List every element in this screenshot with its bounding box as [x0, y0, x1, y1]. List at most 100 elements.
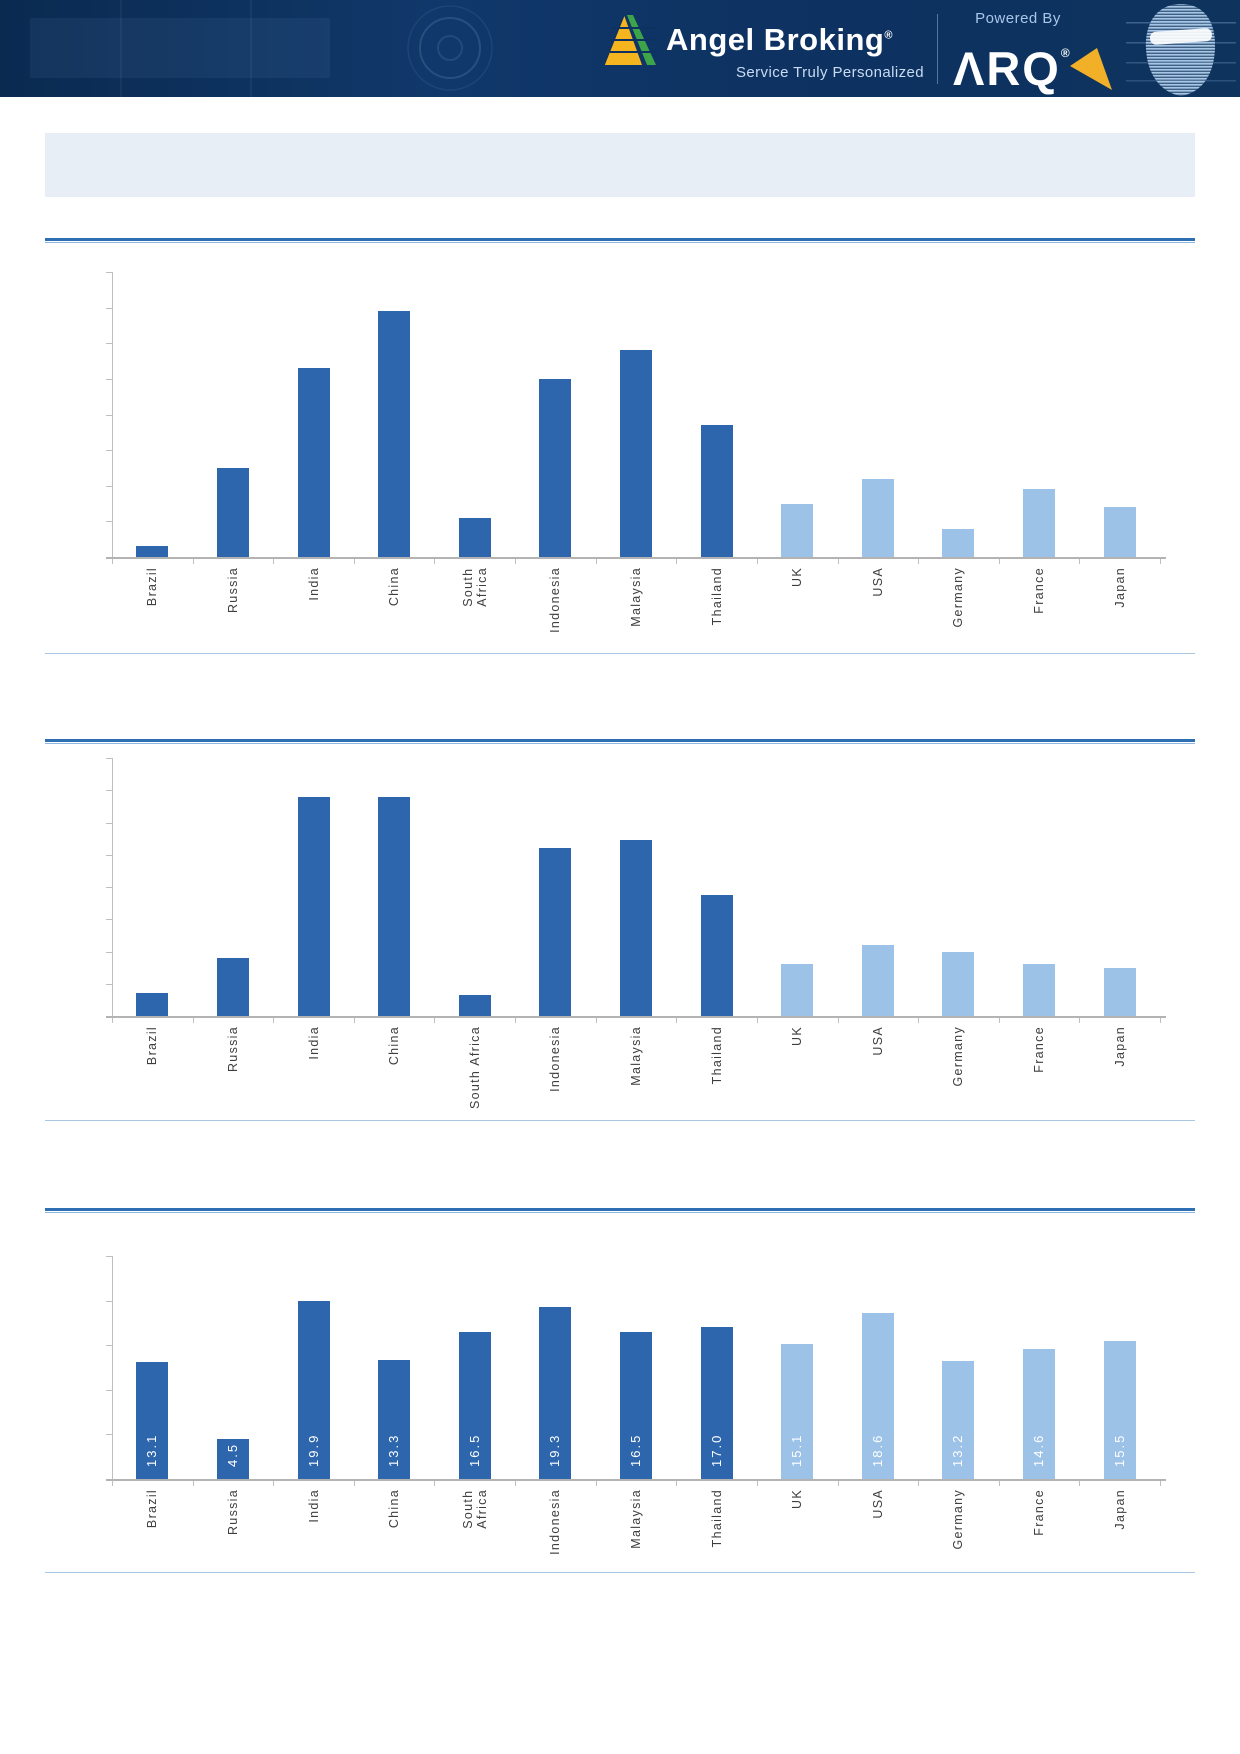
bar-value-label: 13.3 — [386, 1433, 402, 1467]
category-label: USA — [870, 567, 885, 597]
x-axis-tick — [515, 559, 517, 564]
category-label: Thailand — [709, 1026, 724, 1085]
y-axis-tick — [106, 1256, 112, 1257]
section-bottom-rule — [45, 1572, 1195, 1573]
bar-south-africa — [458, 1331, 491, 1479]
x-axis-tick — [434, 1018, 436, 1023]
category-label: Malaysia — [629, 567, 643, 627]
section-top-rule — [45, 238, 1195, 243]
circuit-pattern-icon — [407, 5, 493, 91]
category-label: India — [306, 1026, 321, 1060]
category-label: Russia — [225, 1489, 240, 1536]
category-label: UK — [790, 1489, 805, 1509]
registered-mark: ® — [884, 29, 893, 42]
x-axis-tick — [918, 1018, 920, 1023]
powered-by-label: Powered By — [975, 10, 1061, 27]
bar-indonesia — [539, 378, 572, 557]
x-axis-tick — [998, 1481, 1000, 1486]
y-axis-tick — [106, 378, 112, 380]
category-label: Germany — [951, 1026, 966, 1087]
bar-value-label: 14.6 — [1031, 1433, 1047, 1467]
section-top-rule — [45, 739, 1195, 744]
bar-brazil — [136, 546, 169, 557]
bar-india — [297, 796, 330, 1016]
category-label: Russia — [225, 1026, 240, 1073]
x-axis-tick — [595, 559, 597, 564]
bar-malaysia — [620, 840, 652, 1016]
x-axis-tick — [676, 559, 678, 564]
bar-china — [378, 311, 411, 557]
header-banner: Angel Broking® Service Truly Personalize… — [0, 0, 1240, 97]
bar-thailand — [700, 1327, 733, 1479]
header-pattern — [120, 0, 122, 97]
bar-value-label: 17.0 — [708, 1433, 724, 1467]
hologram-head-icon — [1126, 4, 1236, 96]
bar-china — [378, 1360, 411, 1479]
x-axis-tick — [353, 1481, 355, 1486]
y-axis-tick — [106, 822, 112, 824]
x-axis-tick — [112, 559, 113, 564]
y-axis — [112, 272, 113, 557]
x-axis-tick — [1160, 1481, 1161, 1486]
bar-brazil — [136, 1362, 169, 1479]
y-axis-tick — [106, 450, 112, 452]
category-label: Japan — [1112, 1489, 1127, 1530]
bar-value-label: 15.1 — [789, 1433, 805, 1467]
bar-value-label: 13.1 — [144, 1433, 160, 1467]
category-label: Indonesia — [548, 1026, 563, 1092]
x-axis-tick — [515, 1018, 517, 1023]
x-axis-tick — [595, 1018, 597, 1023]
bar-south-africa — [458, 995, 491, 1016]
x-axis-tick — [1160, 1018, 1161, 1023]
category-label: Brazil — [145, 1026, 160, 1066]
category-label: Malaysia — [629, 1489, 643, 1549]
bar-japan — [1103, 1340, 1136, 1479]
bar-germany — [942, 1361, 975, 1479]
bar-malaysia — [620, 1331, 652, 1479]
category-label: USA — [870, 1026, 885, 1056]
y-axis — [112, 758, 113, 1016]
category-label: UK — [790, 1026, 805, 1046]
category-label: Russia — [225, 567, 240, 614]
section-bottom-rule — [45, 653, 1195, 654]
category-label: Thailand — [709, 1489, 724, 1548]
category-label: Indonesia — [548, 567, 563, 633]
y-axis — [112, 1256, 113, 1479]
bar-malaysia — [620, 350, 652, 557]
section-bottom-rule — [45, 1120, 1195, 1121]
bar-brazil — [136, 993, 169, 1016]
bar-france — [1023, 964, 1056, 1016]
arq-arrow-icon — [1070, 48, 1112, 90]
x-axis-tick — [837, 559, 839, 564]
x-axis-tick — [112, 1018, 113, 1023]
category-label: France — [1032, 1026, 1047, 1073]
category-label: UK — [790, 567, 805, 587]
x-axis-tick — [1160, 559, 1161, 564]
bar-value-label: 19.3 — [547, 1433, 563, 1467]
category-label: Japan — [1112, 1026, 1127, 1067]
bar-uk — [781, 1344, 814, 1479]
y-axis-tick — [106, 790, 112, 792]
x-axis-tick — [273, 1018, 275, 1023]
angel-broking-logo-icon — [604, 14, 656, 66]
y-axis-tick — [106, 307, 112, 309]
x-axis-tick — [353, 1018, 355, 1023]
category-label: Germany — [951, 567, 966, 628]
category-label: South Africa — [460, 567, 489, 607]
category-label: USA — [870, 1489, 885, 1519]
bar-indonesia — [539, 1306, 572, 1479]
x-axis-tick — [837, 1018, 839, 1023]
x-axis-tick — [756, 559, 758, 564]
category-label: Indonesia — [548, 1489, 563, 1555]
x-axis-tick — [918, 559, 920, 564]
bar-japan — [1103, 507, 1136, 557]
brand-tagline: Service Truly Personalized — [736, 64, 924, 81]
title-banner — [45, 133, 1195, 197]
x-axis-tick — [353, 559, 355, 564]
category-label: China — [387, 567, 402, 607]
bar-value-label: 18.6 — [869, 1433, 885, 1467]
x-axis-tick — [676, 1481, 678, 1486]
y-axis-tick — [106, 854, 112, 856]
bar-france — [1023, 489, 1056, 557]
x-axis-tick — [192, 1018, 194, 1023]
